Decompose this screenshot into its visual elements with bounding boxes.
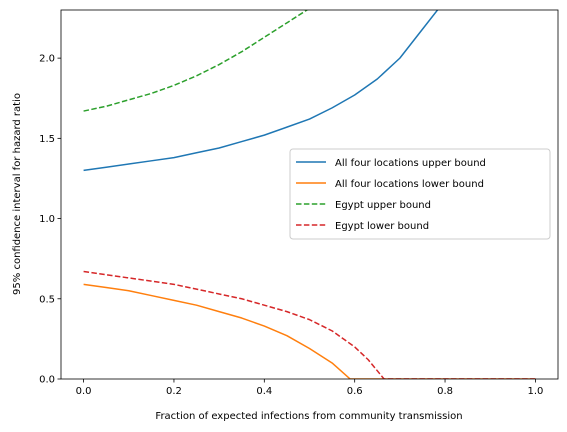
y-tick-label: 0.0 (39, 375, 55, 386)
legend: All four locations upper bound All four l… (289, 148, 551, 240)
x-tick-label: 0.2 (166, 386, 182, 397)
series-line-all-four-locations-upper-bound (83, 10, 439, 172)
y-tick-label: 1.5 (39, 134, 55, 145)
x-axis-label: Fraction of expected infections from com… (155, 411, 462, 422)
legend-label: All four locations upper bound (335, 158, 486, 169)
x-axis-ticks: 0.0 0.2 0.4 0.6 0.8 1.0 (76, 379, 543, 397)
legend-label: All four locations lower bound (335, 179, 484, 190)
x-tick-label: 0.4 (256, 386, 272, 397)
legend-box (289, 148, 551, 240)
x-tick-label: 0.0 (76, 386, 92, 397)
x-tick-label: 0.8 (437, 386, 453, 397)
y-axis-label: 95% confidence interval for hazard ratio (12, 93, 23, 295)
y-axis-ticks: 0.0 0.5 1.0 1.5 2.0 (39, 54, 61, 386)
legend-entries: All four locations upper bound All four l… (296, 158, 486, 232)
y-tick-label: 1.0 (39, 214, 55, 225)
y-tick-label: 2.0 (39, 54, 55, 65)
series-line-egypt-lower-bound (83, 270, 536, 379)
series-line-egypt-upper-bound (83, 10, 309, 112)
legend-label: Egypt upper bound (335, 200, 431, 211)
x-tick-label: 0.6 (347, 386, 363, 397)
series-line-all-four-locations-lower-bound (83, 283, 536, 379)
legend-label: Egypt lower bound (335, 221, 429, 232)
x-tick-label: 1.0 (527, 386, 543, 397)
y-tick-label: 0.5 (39, 294, 55, 305)
plot-frame (60, 9, 559, 380)
series-layer (83, 10, 536, 379)
